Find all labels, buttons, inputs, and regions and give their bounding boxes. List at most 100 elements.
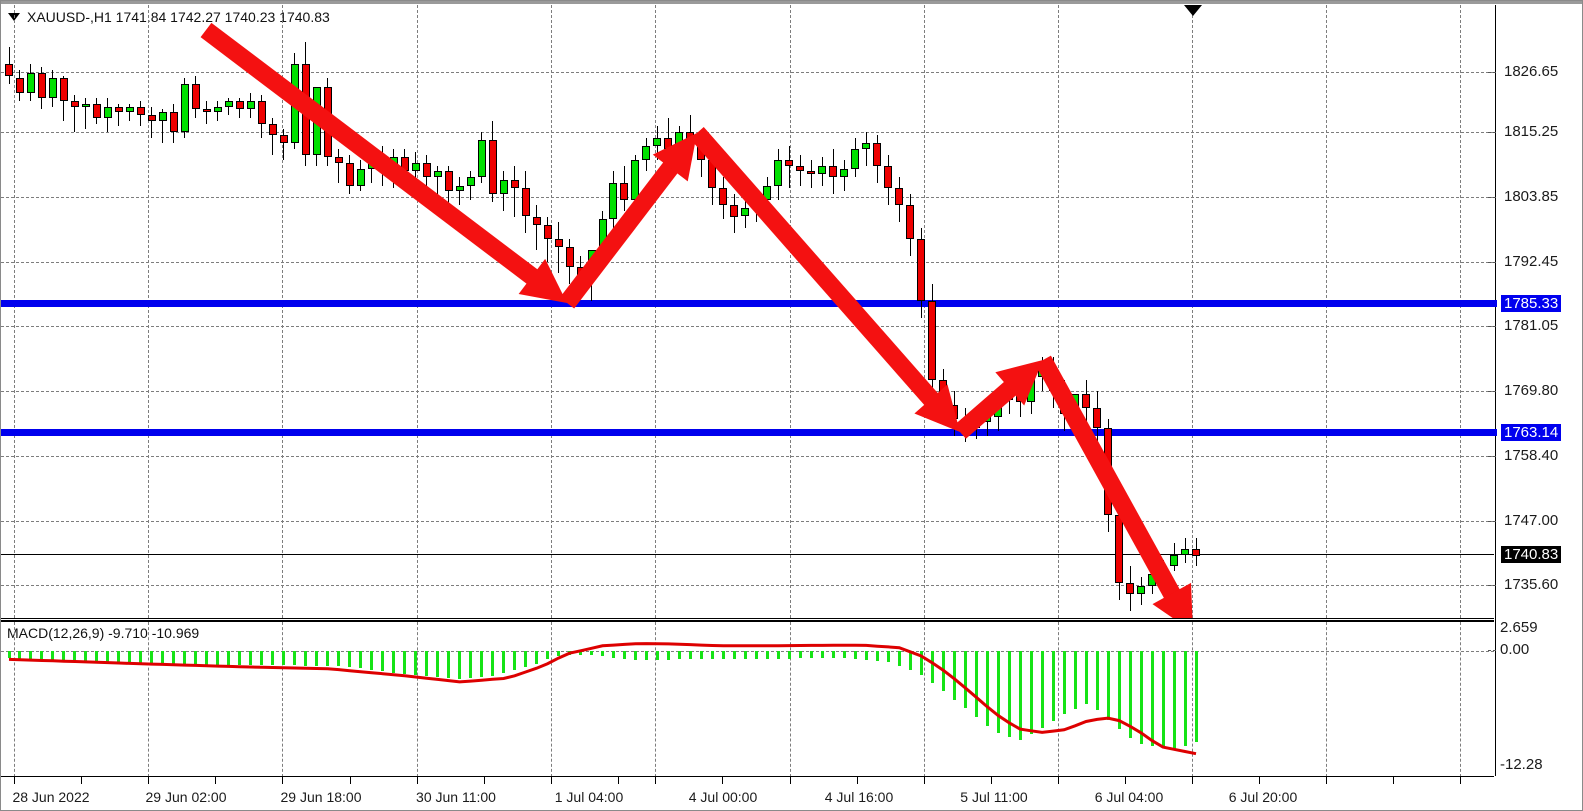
price-horizontal-gridline (1, 585, 1494, 586)
candlestick (103, 98, 112, 132)
support-level-axis-stub (1488, 300, 1497, 307)
time-axis-label: 29 Jun 18:00 (280, 789, 362, 805)
macd-vertical-gridline (1460, 622, 1461, 777)
candle-wick (151, 106, 153, 138)
time-axis-tick (148, 777, 149, 784)
price-vertical-gridline (1460, 5, 1461, 618)
candlestick (147, 106, 156, 138)
time-axis-tick (790, 777, 791, 784)
price-axis-tick (1488, 391, 1496, 392)
price-axis-label: 1769.80 (1504, 382, 1559, 399)
candle-body-bearish (70, 101, 79, 107)
macd-axis-label: 0.00 (1500, 641, 1530, 658)
time-axis-tick (1259, 777, 1260, 784)
candle-body-bullish (125, 106, 134, 113)
time-axis-label: 28 Jun 2022 (12, 789, 90, 805)
price-axis-tick (1488, 132, 1496, 133)
time-axis-label: 29 Jun 02:00 (145, 789, 227, 805)
price-vertical-gridline (1326, 5, 1327, 618)
time-axis-label: 30 Jun 11:00 (416, 789, 496, 805)
price-axis-label: 1747.00 (1504, 512, 1559, 529)
price-horizontal-gridline (1, 72, 1494, 73)
time-axis-tick (215, 777, 216, 784)
macd-indicator-pane[interactable]: MACD(12,26,9) -9.710 -10.969 (1, 621, 1494, 777)
time-axis-tick (924, 777, 925, 784)
candlestick (92, 98, 101, 124)
macd-axis-tick (1488, 650, 1496, 651)
time-axis-tick (350, 777, 351, 784)
candlestick (1192, 537, 1200, 566)
time-axis-tick (991, 777, 992, 784)
candle-body-bearish (191, 84, 200, 110)
price-axis-label: 1758.40 (1504, 447, 1559, 464)
macd-vertical-gridline (1326, 622, 1327, 777)
candle-body-bullish (81, 103, 90, 107)
price-vertical-gridline (282, 5, 283, 618)
price-axis-label: 1781.05 (1504, 317, 1559, 334)
time-axis-tick (857, 777, 858, 784)
candle-body-bearish (59, 78, 68, 101)
candle-wick (162, 109, 164, 144)
candle-body-bullish (48, 78, 57, 99)
time-axis-tick (551, 777, 552, 784)
price-horizontal-gridline (1, 456, 1494, 457)
candle-wick (118, 103, 120, 127)
candle-body-bullish (180, 84, 189, 132)
time-axis-label: 1 Jul 04:00 (554, 789, 624, 805)
time-axis-label: 6 Jul 04:00 (1094, 789, 1164, 805)
macd-axis-label: -12.28 (1500, 756, 1543, 773)
candlestick (180, 78, 189, 138)
price-chart-pane[interactable]: XAUUSD-,H1 1741.84 1742.27 1740.23 1740.… (1, 5, 1494, 618)
price-vertical-gridline (417, 5, 418, 618)
candlestick (15, 70, 24, 101)
time-axis-tick (14, 777, 15, 784)
candle-wick (74, 95, 76, 132)
price-vertical-gridline (1192, 5, 1193, 618)
candlestick (48, 70, 57, 107)
time-axis-tick (1393, 777, 1394, 784)
candlestick (81, 98, 90, 130)
candle-body-bearish (114, 106, 123, 113)
time-axis-tick (282, 777, 283, 784)
price-vertical-gridline (14, 5, 15, 618)
candlestick (136, 101, 145, 127)
candlestick (37, 67, 46, 110)
candle-body-bearish (37, 72, 46, 99)
price-axis-tick (1488, 585, 1496, 586)
time-axis-label: 4 Jul 16:00 (824, 789, 894, 805)
candle-body-bearish (5, 64, 13, 76)
time-axis[interactable]: 28 Jun 2022 29 Jun 02:00 29 Jun 18:00 30 Ju… (1, 776, 1494, 810)
candlestick (543, 216, 552, 262)
price-axis-label: 1735.60 (1504, 576, 1559, 593)
time-axis-tick (484, 777, 485, 784)
candle-body-bearish (1192, 548, 1200, 556)
price-axis-label: 1826.65 (1504, 63, 1559, 80)
price-axis-label: 1792.45 (1504, 253, 1559, 270)
price-axis-tick (1488, 72, 1496, 73)
time-axis-tick (618, 777, 619, 784)
time-axis-tick (722, 777, 723, 784)
price-axis-label: 1785.33 (1501, 295, 1562, 312)
price-axis[interactable]: 1826.65 1815.25 1803.85 1792.45 1785.33 1781.… (1488, 5, 1582, 776)
time-axis-tick (1125, 777, 1126, 784)
candlestick (26, 64, 35, 101)
support-level-line[interactable] (1, 429, 1494, 436)
candlestick (70, 95, 79, 132)
price-axis-label: 1763.14 (1501, 424, 1562, 441)
window-titlebar (0, 0, 1583, 4)
price-axis-label: 1740.83 (1501, 546, 1562, 563)
price-axis-label: 1803.85 (1504, 188, 1559, 205)
price-vertical-gridline (551, 5, 552, 618)
macd-label: MACD(12,26,9) -9.710 -10.969 (7, 625, 200, 641)
candle-wick (547, 216, 549, 262)
time-axis-tick (1326, 777, 1327, 784)
time-axis-tick (655, 777, 656, 784)
candle-body-bearish (169, 112, 178, 132)
triangle-down-marker[interactable] (1184, 5, 1202, 16)
price-axis-label: 1815.25 (1504, 123, 1559, 140)
candlestick (59, 75, 68, 121)
candlestick (5, 47, 13, 85)
candlestick (114, 103, 123, 127)
